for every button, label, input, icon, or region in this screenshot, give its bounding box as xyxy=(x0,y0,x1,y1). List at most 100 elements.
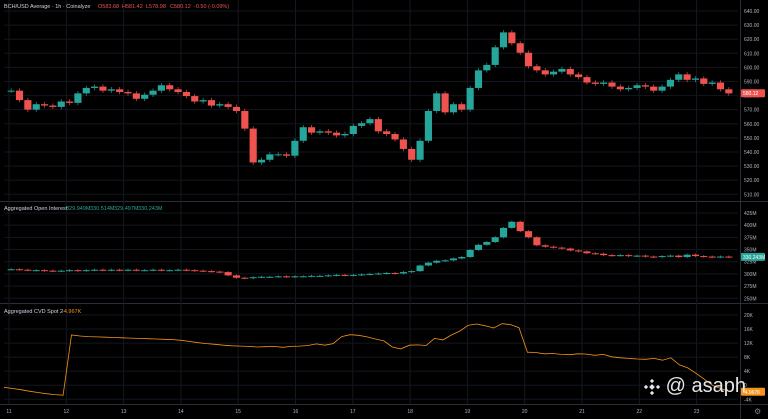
candle-body xyxy=(424,110,432,141)
x-tick-label: 11 xyxy=(6,409,11,415)
candle-body xyxy=(616,86,624,90)
candle-body xyxy=(291,140,299,156)
candle-body xyxy=(458,257,466,259)
candle-body xyxy=(600,82,608,84)
candle-body xyxy=(608,255,616,257)
candle-body xyxy=(650,256,658,258)
candle-body xyxy=(433,93,441,111)
candle-body xyxy=(716,82,725,90)
y-tick-label: 375M xyxy=(744,235,757,241)
x-tick-label: 19 xyxy=(465,409,471,415)
candle-body xyxy=(641,85,649,87)
candle-body xyxy=(15,90,24,101)
price-pane[interactable]: 640.00 630.00 620.00 610.00 600.00 590.00 580.… xyxy=(4,4,765,198)
y-tick-label: 600.00 xyxy=(744,65,760,71)
candle-body xyxy=(358,123,366,126)
candle-body xyxy=(691,254,700,257)
binance-logo-icon xyxy=(643,378,660,395)
candle-body xyxy=(441,93,449,113)
gear-icon[interactable]: ⚙ xyxy=(754,407,762,416)
cvd-last-value-label: -4.967K xyxy=(743,390,761,396)
candle-body xyxy=(675,255,683,258)
candle-body xyxy=(91,269,99,271)
candle-body xyxy=(658,256,666,258)
candle-body xyxy=(32,104,40,110)
candle-body xyxy=(24,100,32,110)
candle-body xyxy=(316,275,324,277)
candle-body xyxy=(257,276,266,278)
candle-body xyxy=(141,94,149,99)
candle-body xyxy=(474,244,483,250)
candle-body xyxy=(257,159,266,163)
candle-body xyxy=(191,270,199,272)
y-tick-label: 620.00 xyxy=(744,37,760,43)
candle-body xyxy=(224,272,232,276)
candle-body xyxy=(508,32,516,44)
candle-body xyxy=(199,100,207,102)
ohlc-value: H581.42 xyxy=(122,4,143,10)
x-tick-label: 23 xyxy=(694,409,700,415)
last-price-label: 580.12 xyxy=(743,91,759,97)
candle-body xyxy=(725,256,733,258)
candle-body xyxy=(107,89,115,91)
oi-readout-value: 330.514M xyxy=(90,206,115,212)
candle-body xyxy=(349,125,357,135)
ohlc-value: L578.98 xyxy=(146,4,166,10)
candle-body xyxy=(57,101,65,107)
candle-body xyxy=(74,93,82,103)
candle-body xyxy=(658,86,666,91)
candle-body xyxy=(391,273,399,275)
candle-body xyxy=(666,79,674,87)
cvd-readout-value: -4.967K xyxy=(62,309,82,315)
y-tick-label: 8K xyxy=(744,355,751,361)
candle-body xyxy=(207,100,216,106)
candle-body xyxy=(366,119,374,124)
oi-title: Aggregated Open Interest xyxy=(4,206,68,212)
candle-body xyxy=(366,273,374,275)
y-tick-label: 250M xyxy=(744,296,757,302)
candle-body xyxy=(625,87,633,90)
candle-body xyxy=(491,237,499,242)
candle-body xyxy=(274,154,282,156)
y-tick-label: 350M xyxy=(744,248,757,254)
x-tick-label: 13 xyxy=(121,409,127,415)
candle-body xyxy=(408,271,416,273)
candle-body xyxy=(416,140,424,160)
candle-body xyxy=(683,254,691,258)
candle-body xyxy=(591,253,599,255)
candle-body xyxy=(583,77,591,83)
x-tick-label: 15 xyxy=(235,409,241,415)
x-tick-label: 22 xyxy=(637,409,643,415)
candle-body xyxy=(616,255,624,257)
candle-body xyxy=(107,269,115,271)
candle-body xyxy=(583,251,591,254)
candle-body xyxy=(308,275,316,277)
candle-body xyxy=(591,82,599,84)
watermark: @ asaph xyxy=(643,375,746,398)
candle-body xyxy=(608,82,616,87)
candle-body xyxy=(149,90,157,95)
x-tick-label: 12 xyxy=(64,409,70,415)
candle-body xyxy=(508,221,516,228)
candle-body xyxy=(499,227,508,238)
candle-body xyxy=(299,276,307,278)
candle-body xyxy=(483,64,491,71)
candle-body xyxy=(32,270,40,272)
candle-body xyxy=(249,128,257,163)
candle-body xyxy=(491,47,499,65)
candle-body xyxy=(57,270,65,272)
open-interest-pane[interactable]: 425M 400M 375M 350M 325M 300M 275M 250M Aggregat… xyxy=(4,206,765,302)
y-tick-label: 12K xyxy=(744,341,754,347)
candle-body xyxy=(349,274,357,276)
candle-body xyxy=(66,101,74,103)
cvd-last-value-label-bg xyxy=(741,387,765,396)
candle-body xyxy=(124,92,132,94)
candle-body xyxy=(575,250,583,252)
oi-readout-value: 329.949M xyxy=(66,206,91,212)
x-tick-label: 16 xyxy=(293,409,299,415)
x-tick-label: 14 xyxy=(178,409,184,415)
candle-body xyxy=(324,275,332,277)
candle-body xyxy=(82,87,90,94)
